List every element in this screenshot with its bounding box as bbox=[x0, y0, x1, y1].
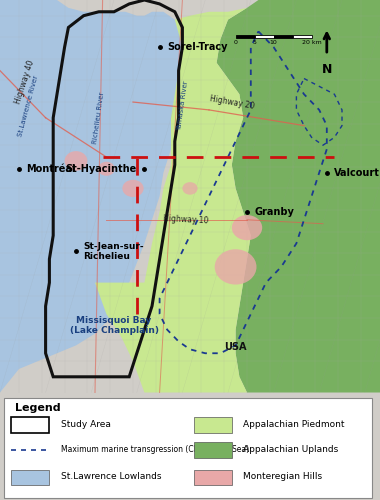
Ellipse shape bbox=[65, 151, 87, 171]
Text: Study Area: Study Area bbox=[61, 420, 111, 429]
Bar bbox=[274, 34, 293, 38]
Text: Richelieu River: Richelieu River bbox=[92, 92, 105, 144]
Text: 5: 5 bbox=[253, 40, 256, 46]
Ellipse shape bbox=[122, 180, 144, 197]
Ellipse shape bbox=[215, 249, 256, 284]
Text: 10: 10 bbox=[270, 40, 277, 46]
Bar bbox=[11, 417, 49, 433]
Polygon shape bbox=[95, 0, 258, 392]
Text: Highway 40: Highway 40 bbox=[13, 60, 36, 106]
Bar bbox=[194, 417, 232, 433]
Bar bbox=[11, 470, 49, 486]
Bar bbox=[236, 34, 255, 38]
Text: Legend: Legend bbox=[15, 404, 61, 413]
Ellipse shape bbox=[98, 162, 115, 176]
Text: 20 km: 20 km bbox=[302, 40, 321, 46]
Text: N: N bbox=[321, 63, 332, 76]
Text: Highway 10: Highway 10 bbox=[163, 214, 209, 226]
FancyBboxPatch shape bbox=[4, 398, 372, 498]
Text: Appalachian Uplands: Appalachian Uplands bbox=[243, 445, 339, 454]
Polygon shape bbox=[217, 0, 380, 392]
Text: St-Hyacinthe: St-Hyacinthe bbox=[65, 164, 137, 174]
Text: 0: 0 bbox=[234, 40, 238, 46]
Text: St.Lawrence Lowlands: St.Lawrence Lowlands bbox=[61, 472, 161, 482]
Text: USA: USA bbox=[224, 342, 247, 352]
Ellipse shape bbox=[232, 215, 262, 240]
Bar bbox=[293, 34, 312, 38]
Text: Missisquoi Bay
(Lake Champlain): Missisquoi Bay (Lake Champlain) bbox=[70, 316, 158, 336]
Text: Granby: Granby bbox=[255, 207, 294, 217]
Text: Maximum marine transgression (Champlain Sea): Maximum marine transgression (Champlain … bbox=[61, 445, 249, 454]
Text: Appalachian Piedmont: Appalachian Piedmont bbox=[243, 420, 345, 429]
Text: Highway 20: Highway 20 bbox=[209, 94, 255, 110]
Text: Sorel-Tracy: Sorel-Tracy bbox=[167, 42, 228, 52]
Text: St.Lawrence River: St.Lawrence River bbox=[17, 74, 40, 137]
Bar bbox=[194, 470, 232, 486]
Bar bbox=[194, 442, 232, 458]
Text: St-Jean-sur-
Richelieu: St-Jean-sur- Richelieu bbox=[84, 242, 144, 261]
Text: Valcourt: Valcourt bbox=[334, 168, 380, 177]
Ellipse shape bbox=[182, 182, 198, 194]
Text: Yamaska River: Yamaska River bbox=[176, 80, 189, 132]
Text: Montréal: Montréal bbox=[27, 164, 76, 174]
Polygon shape bbox=[0, 0, 186, 392]
Bar bbox=[255, 34, 274, 38]
Text: Monteregian Hills: Monteregian Hills bbox=[243, 472, 322, 482]
